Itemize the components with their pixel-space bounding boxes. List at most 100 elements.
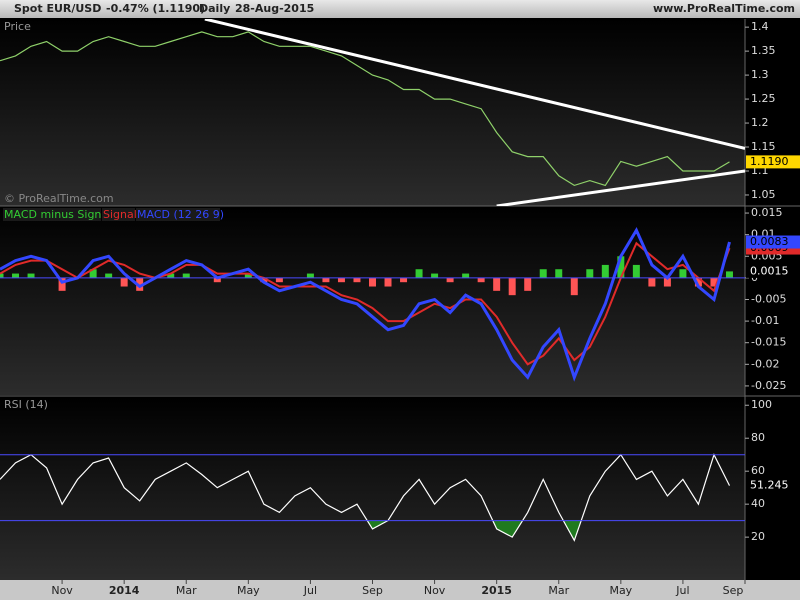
last-value-tag: 51.245	[750, 479, 789, 492]
legend-bg	[136, 208, 220, 221]
histogram-bar	[431, 273, 439, 278]
period: Daily	[199, 2, 230, 15]
trendline	[204, 19, 745, 150]
histogram-bar	[58, 277, 66, 291]
y-tick-label: -0.01	[751, 314, 779, 327]
histogram-bar	[648, 277, 656, 287]
legend-entry: MACD minus Signal	[4, 208, 111, 221]
y-tick-label: 80	[751, 431, 765, 444]
histogram-bar	[384, 277, 392, 287]
histogram-bar	[539, 269, 547, 278]
histogram-bar	[679, 269, 687, 278]
histogram-bar	[89, 269, 97, 278]
price-tag-box	[746, 155, 800, 169]
y-tick-label: 1.4	[751, 20, 769, 33]
histogram-bar	[570, 277, 578, 296]
series-line	[0, 241, 731, 366]
y-tick-label: -0.015	[751, 336, 786, 349]
histogram-bar	[524, 277, 532, 291]
change: -0.47% (1.1190)	[106, 2, 205, 15]
y-tick-label: -0.02	[751, 357, 779, 370]
watermark: © ProRealTime.com	[4, 192, 114, 205]
histogram-bar	[477, 277, 485, 283]
y-tick-label: 1.15	[751, 140, 776, 153]
x-tick-label: 2014	[109, 584, 140, 597]
histogram-bar	[586, 269, 594, 278]
histogram-bar	[493, 277, 501, 291]
histogram-bar	[400, 277, 408, 283]
series-line	[0, 453, 731, 542]
x-tick-label: Nov	[51, 584, 73, 597]
histogram-bar	[694, 277, 702, 287]
histogram-bar	[306, 273, 314, 278]
x-tick-label: Jul	[303, 584, 317, 597]
histogram-bar	[213, 277, 221, 283]
header-bar	[0, 0, 800, 18]
histogram-bar	[27, 273, 35, 278]
y-tick-label: -0.005	[751, 292, 786, 305]
histogram-bar	[415, 269, 423, 278]
price-tag: 1.1190	[750, 155, 789, 168]
y-tick-label: 1.3	[751, 68, 769, 81]
site: www.ProRealTime.com	[653, 2, 795, 15]
legend-bg	[3, 208, 101, 221]
y-tick-label: 100	[751, 398, 772, 411]
y-tick-label: 0.015	[751, 206, 783, 219]
plot	[0, 453, 731, 542]
histogram-bar	[617, 256, 625, 278]
y-tick-label: 1.2	[751, 116, 769, 129]
y-tick-label: 40	[751, 497, 765, 510]
date: 28-Aug-2015	[235, 2, 314, 15]
symbol: Spot EUR/USD	[14, 2, 101, 15]
y-tick-label: -0.025	[751, 379, 786, 392]
histogram-bar	[462, 273, 470, 278]
y-tick-label: 1.05	[751, 188, 776, 201]
histogram-bar	[12, 273, 20, 278]
series-line	[0, 227, 731, 382]
legend-bg	[102, 208, 135, 221]
histogram-bar	[120, 277, 128, 287]
trendline	[496, 169, 745, 206]
y-tick-label: 1.35	[751, 44, 776, 57]
histogram-bar	[167, 273, 175, 278]
histogram-bar	[369, 277, 376, 287]
last-value-tag-box	[746, 479, 800, 493]
y-tick-label: 60	[751, 464, 765, 477]
legend-entry: MACD (12 26 9)	[137, 208, 224, 221]
panel-title: Price	[4, 20, 31, 33]
histogram-bar	[244, 273, 252, 278]
x-axis-bar	[0, 580, 800, 600]
histogram-bar	[337, 277, 345, 283]
price-panel	[0, 19, 745, 206]
last-value-tag-box	[746, 235, 800, 249]
x-tick-label: May	[237, 584, 260, 597]
rsi-panel	[0, 397, 745, 580]
x-tick-label: Mar	[548, 584, 569, 597]
x-tick-label: 2015	[481, 584, 512, 597]
x-tick-label: Nov	[424, 584, 446, 597]
histogram-bar	[508, 277, 516, 296]
histogram-bar	[136, 277, 144, 291]
x-tick-label: Sep	[362, 584, 383, 597]
histogram-bar	[663, 277, 671, 287]
y-tick-label: 20	[751, 530, 765, 543]
x-tick-label: May	[609, 584, 632, 597]
y-tick-label: 1.25	[751, 92, 776, 105]
series-line	[0, 31, 730, 187]
histogram-bar	[322, 277, 330, 283]
x-tick-label: Jul	[675, 584, 689, 597]
last-value-tag: 0.0083	[750, 235, 789, 248]
histogram-bar	[0, 273, 4, 278]
plot	[0, 227, 733, 382]
x-tick-label: Sep	[723, 584, 744, 597]
histogram-bar	[353, 277, 361, 283]
histogram-bar	[601, 264, 609, 278]
histogram-bar	[710, 277, 718, 287]
x-tick-label: Mar	[176, 584, 197, 597]
histogram-bar	[105, 273, 113, 278]
legend-entry: Signal	[103, 208, 137, 221]
histogram-bar	[182, 273, 190, 278]
histogram-bar	[275, 277, 283, 283]
